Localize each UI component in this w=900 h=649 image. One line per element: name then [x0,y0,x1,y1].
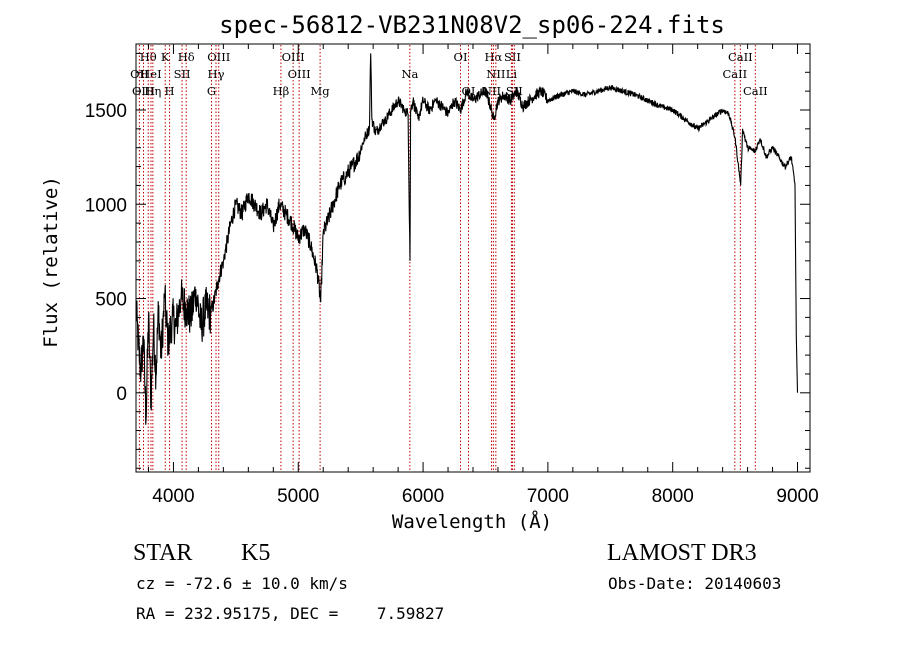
line-label-22: Li [506,67,518,81]
plot-frame [135,43,811,473]
line-label-11: G [207,84,216,98]
x-tick-label-5000: 5000 [277,486,319,507]
line-label-26: CaII [722,67,747,81]
coordinates-readout: RA = 232.95175, DEC = 7.59827 [136,604,444,623]
x-axis-ticks: 4000 5000 6000 7000 8000 9000 [147,44,819,507]
line-label-4: Hη [144,84,161,98]
x-tick-label-9000: 9000 [776,486,818,507]
x-tick-label-6000: 6000 [402,486,444,507]
line-label-3: HeI [140,67,161,81]
line-label-6: SII [174,67,191,81]
x-tick-label-8000: 8000 [652,486,694,507]
x-axis-label: Wavelength (Å) [392,510,552,533]
chart-title: spec-56812-VB231N08V2_sp06-224.fits [219,11,725,39]
y-tick-label-500: 500 [95,290,127,311]
line-label-27: CaII [743,84,768,98]
line-label-5: K [161,50,170,64]
obs-date: Obs-Date: 20140603 [608,574,781,593]
line-label-21: NII [486,67,505,81]
line-label-16: Na [401,67,418,81]
line-label-25: CaII [728,50,753,64]
line-label-19: Hα [484,50,502,64]
line-label-14: Hβ [273,84,290,98]
line-label-7: H [165,84,175,98]
object-class: STAR [133,540,192,566]
y-tick-label-0: 0 [116,384,127,405]
y-axis-label: Flux (relative) [40,176,62,348]
y-tick-label-1500: 1500 [85,101,127,122]
plot-area: Hθ OII OIII HeI Hη K SII H Hδ OIII Hγ G OIII OIII Hβ Mg… [85,43,819,507]
line-label-2: OIII [132,84,155,98]
survey-name: LAMOST DR3 [607,540,757,566]
line-label-12: OIII [282,50,305,64]
line-label-8: Hδ [178,50,195,64]
line-label-10: Hγ [208,67,225,81]
y-axis-ticks: 0 500 1000 1500 [85,52,810,469]
line-label-17: OI [454,50,468,64]
x-tick-label-7000: 7000 [527,486,569,507]
object-subclass: K5 [241,540,270,566]
line-label-9: OIII [207,50,230,64]
line-label-0: Hθ [140,50,157,64]
flux-series-line [135,53,799,425]
line-label-20: SII [504,50,521,64]
line-label-15: Mg [311,84,331,98]
line-label-1: OII [130,67,149,81]
velocity-readout: cz = -72.6 ± 10.0 km/s [136,574,348,593]
x-tick-label-4000: 4000 [152,486,194,507]
y-tick-label-1000: 1000 [85,195,127,216]
line-label-13: OIII [288,67,311,81]
